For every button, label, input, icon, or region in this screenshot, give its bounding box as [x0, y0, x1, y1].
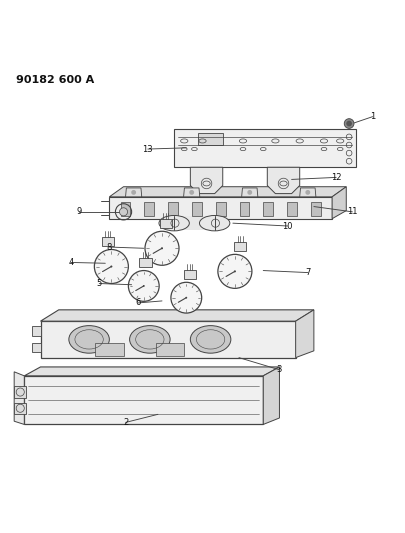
Circle shape — [171, 282, 202, 313]
Bar — [121, 201, 130, 216]
Circle shape — [143, 285, 145, 287]
Polygon shape — [14, 402, 26, 414]
Bar — [216, 201, 226, 216]
Circle shape — [161, 247, 163, 249]
Bar — [139, 257, 151, 266]
Bar — [174, 216, 215, 230]
Polygon shape — [300, 188, 316, 197]
Bar — [145, 201, 154, 216]
Bar — [198, 133, 223, 145]
Ellipse shape — [190, 326, 231, 353]
Bar — [287, 201, 297, 216]
Circle shape — [344, 119, 354, 128]
Circle shape — [131, 190, 136, 195]
Circle shape — [145, 231, 179, 265]
Bar — [156, 343, 184, 356]
Circle shape — [128, 271, 159, 301]
Text: 1: 1 — [370, 112, 375, 121]
Text: 7: 7 — [305, 268, 311, 277]
Bar — [263, 201, 273, 216]
Ellipse shape — [159, 215, 190, 231]
Polygon shape — [32, 326, 40, 336]
Polygon shape — [14, 372, 24, 424]
Circle shape — [346, 120, 352, 126]
Polygon shape — [109, 187, 346, 197]
Text: 10: 10 — [282, 222, 293, 230]
Text: 12: 12 — [331, 173, 341, 182]
Polygon shape — [267, 167, 300, 193]
Text: 3: 3 — [277, 365, 282, 374]
Circle shape — [189, 190, 194, 195]
Polygon shape — [183, 188, 200, 197]
Polygon shape — [32, 343, 40, 352]
Polygon shape — [126, 188, 142, 197]
Text: 13: 13 — [143, 144, 153, 154]
Text: 8: 8 — [107, 243, 112, 252]
Circle shape — [218, 254, 252, 288]
Bar — [95, 343, 124, 356]
Circle shape — [305, 190, 310, 195]
Polygon shape — [40, 321, 296, 358]
Polygon shape — [190, 167, 223, 193]
Polygon shape — [242, 188, 258, 197]
Bar — [160, 219, 172, 228]
Ellipse shape — [69, 326, 109, 353]
Circle shape — [94, 249, 128, 284]
Circle shape — [185, 297, 187, 298]
Text: 5: 5 — [97, 279, 102, 288]
Polygon shape — [332, 187, 346, 219]
Polygon shape — [109, 197, 332, 219]
Circle shape — [119, 208, 128, 216]
Bar — [240, 201, 249, 216]
Text: 6: 6 — [135, 298, 141, 308]
Polygon shape — [40, 310, 314, 321]
Polygon shape — [174, 129, 356, 167]
Text: 11: 11 — [347, 207, 358, 216]
Text: 2: 2 — [123, 418, 128, 427]
Polygon shape — [296, 310, 314, 358]
Polygon shape — [24, 376, 263, 424]
Bar — [234, 242, 246, 251]
Polygon shape — [14, 386, 26, 398]
Polygon shape — [24, 367, 279, 376]
Ellipse shape — [199, 215, 230, 231]
Text: 9: 9 — [77, 207, 81, 216]
Circle shape — [234, 270, 236, 272]
Bar — [102, 237, 114, 246]
Circle shape — [110, 265, 113, 268]
Bar — [183, 270, 196, 279]
Polygon shape — [263, 367, 279, 424]
Text: 90182 600 A: 90182 600 A — [16, 75, 94, 85]
Bar — [168, 201, 178, 216]
Circle shape — [247, 190, 252, 195]
Ellipse shape — [130, 326, 170, 353]
Bar — [192, 201, 202, 216]
Bar — [311, 201, 321, 216]
Text: 4: 4 — [68, 258, 73, 267]
